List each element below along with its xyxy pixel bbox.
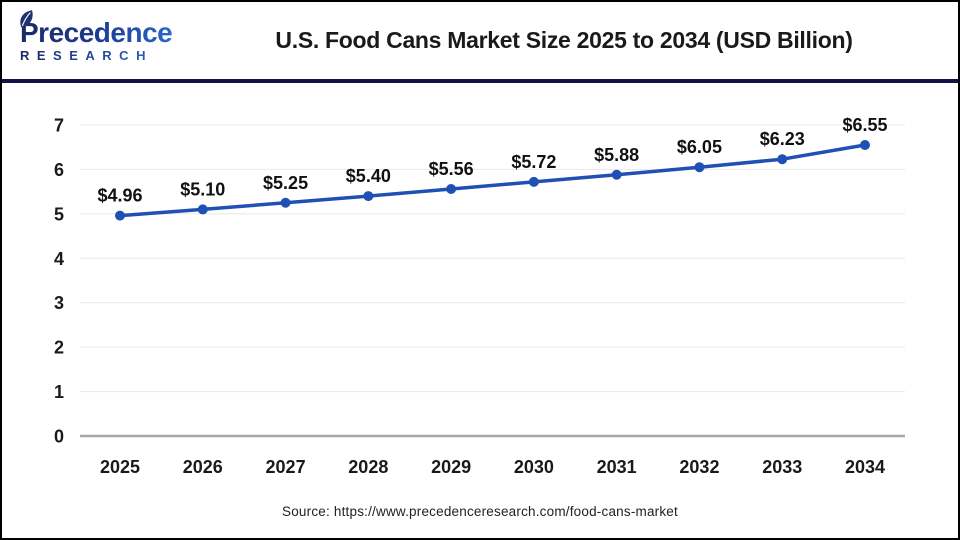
x-tick-label: 2029 bbox=[431, 457, 471, 477]
chart-title: U.S. Food Cans Market Size 2025 to 2034 … bbox=[275, 27, 853, 53]
leaf-icon bbox=[16, 8, 36, 28]
x-tick-label: 2027 bbox=[266, 457, 306, 477]
x-tick-label: 2030 bbox=[514, 457, 554, 477]
trend-line bbox=[118, 143, 867, 218]
data-point bbox=[528, 176, 539, 187]
data-point-label: $5.25 bbox=[263, 173, 308, 193]
data-point bbox=[694, 162, 705, 173]
data-point-label: $5.40 bbox=[346, 166, 391, 186]
data-point-label: $5.56 bbox=[429, 159, 474, 179]
data-point-label: $4.96 bbox=[97, 186, 142, 206]
y-tick-label: 3 bbox=[54, 293, 64, 313]
x-tick-label: 2028 bbox=[348, 457, 388, 477]
x-tick-label: 2034 bbox=[845, 457, 885, 477]
y-tick-label: 1 bbox=[54, 382, 64, 402]
data-point-label: $5.10 bbox=[180, 179, 225, 199]
data-point-label: $6.05 bbox=[677, 137, 722, 157]
data-point bbox=[197, 204, 208, 215]
data-point-label: $5.72 bbox=[511, 152, 556, 172]
logo-subtitle: RESEARCH bbox=[20, 49, 188, 62]
source-attribution: Source: https://www.precedenceresearch.c… bbox=[282, 504, 678, 519]
y-tick-label: 4 bbox=[54, 249, 64, 269]
data-point-label: $6.23 bbox=[760, 129, 805, 149]
data-point bbox=[611, 169, 622, 180]
data-point bbox=[115, 210, 125, 221]
source-row: Source: https://www.precedenceresearch.c… bbox=[2, 485, 958, 538]
y-tick-label: 7 bbox=[54, 116, 64, 136]
precedence-research-logo: Precedence RESEARCH bbox=[20, 10, 188, 62]
x-tick-label: 2031 bbox=[597, 457, 637, 477]
x-tick-label: 2033 bbox=[762, 457, 802, 477]
logo-wordmark: Precedence bbox=[20, 19, 188, 47]
data-point-label: $6.55 bbox=[842, 115, 887, 135]
y-tick-label: 2 bbox=[54, 338, 64, 358]
x-tick-label: 2026 bbox=[183, 457, 223, 477]
header: Precedence RESEARCH U.S. Food Cans Marke… bbox=[2, 2, 958, 83]
data-point bbox=[363, 191, 374, 202]
data-point-label: $5.88 bbox=[594, 145, 639, 165]
line-chart: 0 1 2 3 4 5 6 7 2025 2026 2027 2028 2029 2030 2031 2032… bbox=[2, 83, 958, 485]
data-point bbox=[280, 197, 291, 208]
y-tick-label: 0 bbox=[54, 427, 64, 447]
chart-canvas: 0 1 2 3 4 5 6 7 2025 2026 2027 2028 2029 2030 2031 2032… bbox=[54, 115, 905, 477]
data-point bbox=[777, 154, 788, 165]
data-point bbox=[860, 139, 870, 150]
y-tick-label: 5 bbox=[54, 204, 64, 224]
x-tick-label: 2032 bbox=[679, 457, 719, 477]
y-tick-label: 6 bbox=[54, 160, 64, 180]
x-tick-label: 2025 bbox=[100, 457, 140, 477]
data-point bbox=[446, 183, 457, 194]
